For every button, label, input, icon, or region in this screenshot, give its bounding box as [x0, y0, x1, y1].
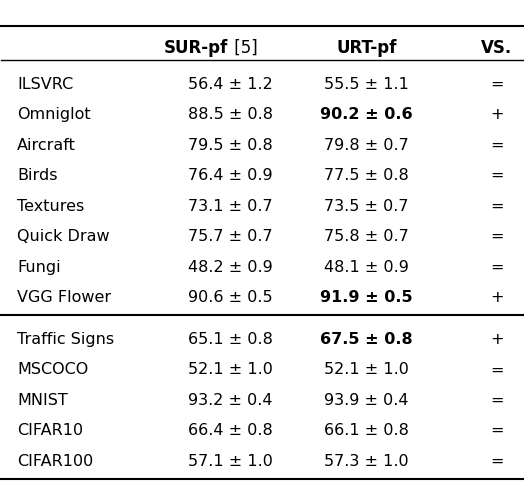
- Text: =: =: [490, 423, 503, 438]
- Text: =: =: [490, 454, 503, 469]
- Text: Quick Draw: Quick Draw: [17, 229, 110, 244]
- Text: +: +: [490, 290, 503, 305]
- Text: ILSVRC: ILSVRC: [17, 77, 73, 92]
- Text: MNIST: MNIST: [17, 393, 68, 408]
- Text: URT-pf: URT-pf: [336, 39, 397, 57]
- Text: =: =: [490, 199, 503, 213]
- Text: 79.8 ± 0.7: 79.8 ± 0.7: [324, 138, 409, 153]
- Text: =: =: [490, 259, 503, 275]
- Text: CIFAR100: CIFAR100: [17, 454, 93, 469]
- Text: 91.9 ± 0.5: 91.9 ± 0.5: [320, 290, 412, 305]
- Text: 48.2 ± 0.9: 48.2 ± 0.9: [188, 259, 273, 275]
- Text: =: =: [490, 393, 503, 408]
- Text: =: =: [490, 168, 503, 183]
- Text: Fungi: Fungi: [17, 259, 61, 275]
- Text: 90.6 ± 0.5: 90.6 ± 0.5: [189, 290, 273, 305]
- Text: [5]: [5]: [228, 39, 257, 57]
- Text: VS.: VS.: [481, 39, 512, 57]
- Text: +: +: [490, 107, 503, 122]
- Text: 79.5 ± 0.8: 79.5 ± 0.8: [188, 138, 273, 153]
- Text: VGG Flower: VGG Flower: [17, 290, 111, 305]
- Text: 52.1 ± 1.0: 52.1 ± 1.0: [188, 363, 273, 377]
- Text: Omniglot: Omniglot: [17, 107, 91, 122]
- Text: CIFAR10: CIFAR10: [17, 423, 83, 438]
- Text: 66.4 ± 0.8: 66.4 ± 0.8: [188, 423, 273, 438]
- Text: 93.2 ± 0.4: 93.2 ± 0.4: [189, 393, 273, 408]
- Text: +: +: [490, 332, 503, 347]
- Text: 75.8 ± 0.7: 75.8 ± 0.7: [324, 229, 409, 244]
- Text: MSCOCO: MSCOCO: [17, 363, 88, 377]
- Text: 48.1 ± 0.9: 48.1 ± 0.9: [324, 259, 409, 275]
- Text: =: =: [490, 77, 503, 92]
- Text: Textures: Textures: [17, 199, 84, 213]
- Text: =: =: [490, 138, 503, 153]
- Text: 73.1 ± 0.7: 73.1 ± 0.7: [189, 199, 273, 213]
- Text: 75.7 ± 0.7: 75.7 ± 0.7: [189, 229, 273, 244]
- Text: 76.4 ± 0.9: 76.4 ± 0.9: [189, 168, 273, 183]
- Text: SUR-pf: SUR-pf: [164, 39, 228, 57]
- Text: Traffic Signs: Traffic Signs: [17, 332, 114, 347]
- Text: Birds: Birds: [17, 168, 58, 183]
- Text: 57.1 ± 1.0: 57.1 ± 1.0: [188, 454, 273, 469]
- Text: 88.5 ± 0.8: 88.5 ± 0.8: [188, 107, 273, 122]
- Text: Aircraft: Aircraft: [17, 138, 76, 153]
- Text: 73.5 ± 0.7: 73.5 ± 0.7: [324, 199, 409, 213]
- Text: 93.9 ± 0.4: 93.9 ± 0.4: [324, 393, 409, 408]
- Text: 57.3 ± 1.0: 57.3 ± 1.0: [324, 454, 409, 469]
- Text: 66.1 ± 0.8: 66.1 ± 0.8: [324, 423, 409, 438]
- Text: 77.5 ± 0.8: 77.5 ± 0.8: [324, 168, 409, 183]
- Text: 55.5 ± 1.1: 55.5 ± 1.1: [324, 77, 409, 92]
- Text: 67.5 ± 0.8: 67.5 ± 0.8: [320, 332, 412, 347]
- Text: 90.2 ± 0.6: 90.2 ± 0.6: [320, 107, 412, 122]
- Text: =: =: [490, 363, 503, 377]
- Text: =: =: [490, 229, 503, 244]
- Text: 52.1 ± 1.0: 52.1 ± 1.0: [324, 363, 409, 377]
- Text: 65.1 ± 0.8: 65.1 ± 0.8: [188, 332, 273, 347]
- Text: 56.4 ± 1.2: 56.4 ± 1.2: [188, 77, 273, 92]
